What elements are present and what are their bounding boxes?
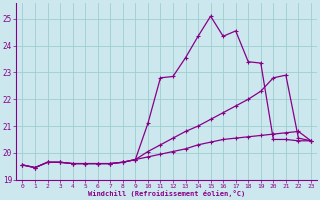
X-axis label: Windchill (Refroidissement éolien,°C): Windchill (Refroidissement éolien,°C) bbox=[88, 190, 245, 197]
